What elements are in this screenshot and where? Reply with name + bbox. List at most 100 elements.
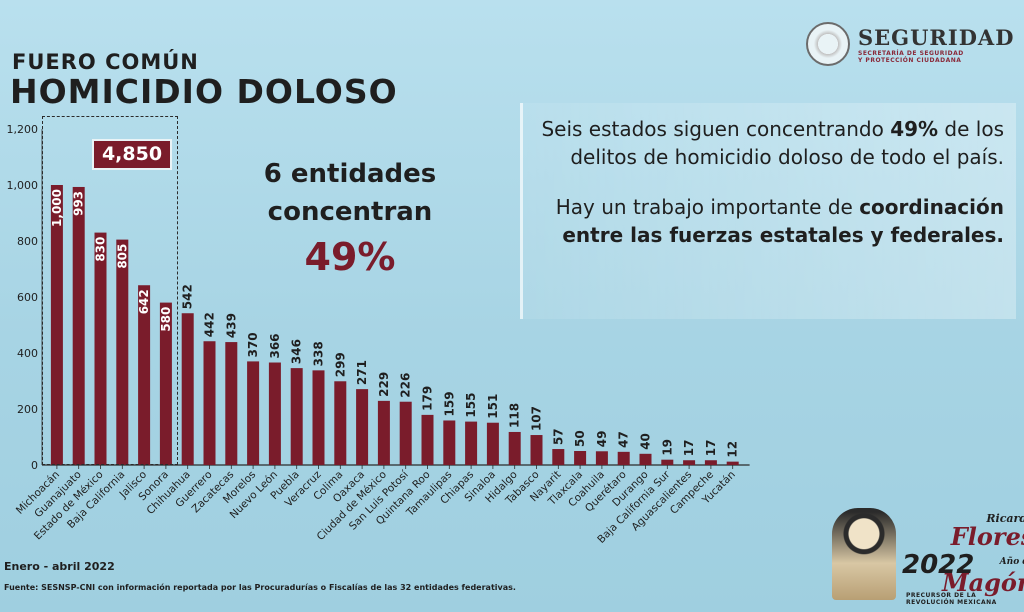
badge-name-first: Ricardo	[986, 512, 1024, 525]
highlight-dashed-box	[42, 116, 178, 465]
bar-value-label: 229	[377, 372, 391, 397]
bar	[726, 461, 739, 465]
bar-value-label: 542	[181, 284, 195, 309]
bar	[683, 460, 696, 465]
bar-value-label: 47	[617, 431, 631, 448]
bar-value-label: 179	[421, 386, 435, 411]
bar-value-label: 366	[268, 333, 282, 358]
bar-value-label: 57	[551, 428, 565, 445]
bar-value-label: 12	[726, 441, 740, 458]
info-paragraph-1: Seis estados siguen concentrando 49% de …	[523, 115, 1004, 171]
info-text-1c: de los delitos de homicidio doloso de to…	[570, 117, 1004, 169]
badge-name-middle: Flores	[950, 522, 1024, 551]
badge-name: Ricardo Flores Año de Magón	[942, 512, 1024, 597]
badge-year: 2022	[902, 550, 975, 580]
info-text-2a: Hay un trabajo importante de	[555, 195, 853, 219]
seguridad-logo: SEGURIDAD SECRETARÍA DE SEGURIDAD Y PROT…	[806, 22, 1014, 66]
y-tick-label: 1,000	[7, 179, 39, 192]
bar	[50, 185, 63, 465]
bar-value-label: 642	[137, 289, 151, 314]
bar-value-label: 19	[660, 439, 674, 456]
info-paragraph-2: Hay un trabajo importante de coordinació…	[523, 193, 1004, 249]
bar-value-label: 830	[94, 237, 108, 262]
y-tick-label: 200	[17, 403, 38, 416]
y-tick-label: 0	[31, 459, 38, 472]
bar-value-label: 338	[312, 341, 326, 366]
bar-value-label: 17	[704, 440, 718, 457]
info-text-2c: .	[996, 223, 1004, 247]
bar-value-label: 226	[399, 373, 413, 398]
bar	[508, 431, 521, 465]
bar	[334, 381, 347, 465]
y-tick-label: 800	[17, 235, 38, 248]
bar	[159, 302, 172, 465]
bar-value-label: 17	[682, 440, 696, 457]
bar-value-label: 370	[246, 332, 260, 357]
bar	[94, 232, 107, 465]
bar-value-label: 299	[333, 352, 347, 377]
bar	[595, 451, 608, 465]
bar	[639, 453, 652, 465]
bar-value-label: 40	[639, 433, 653, 450]
badge-name-last: Magón	[942, 568, 1024, 597]
bar-value-label: 1,000	[50, 189, 64, 227]
info-textbox: Seis estados siguen concentrando 49% de …	[520, 103, 1016, 319]
callout-percentage: 49%	[304, 235, 396, 279]
bar	[574, 451, 587, 465]
badge-year-prefix: Año de	[999, 557, 1024, 567]
bar	[486, 422, 499, 465]
y-tick-label: 1,200	[7, 123, 39, 136]
logo-subtitle-2: Y PROTECCIÓN CIUDADANA	[858, 56, 962, 64]
bar	[661, 459, 674, 465]
bar-value-label: 580	[159, 307, 173, 332]
bar-value-label: 151	[486, 394, 500, 419]
slide-title: HOMICIDIO DOLOSO	[10, 72, 398, 111]
bar	[704, 460, 717, 465]
bar	[617, 451, 630, 465]
bar-value-label: 159	[442, 391, 456, 416]
callout-line-2: concentran	[267, 197, 433, 227]
bar-value-label: 993	[72, 191, 86, 216]
badge-tagline: PRECURSOR DE LA REVOLUCIÓN MEXICANA	[906, 592, 997, 606]
y-tick-label: 600	[17, 291, 38, 304]
bar-value-label: 50	[573, 430, 587, 447]
source-note: Fuente: SESNSP-CNI con información repor…	[4, 583, 516, 592]
bar	[443, 420, 456, 465]
bar	[465, 421, 478, 465]
bar	[552, 449, 565, 465]
info-text-1a: Seis estados siguen concentrando	[541, 117, 884, 141]
bar	[356, 389, 369, 465]
bar	[399, 401, 412, 465]
bar	[116, 239, 129, 465]
bar	[247, 361, 260, 465]
bar	[138, 285, 151, 465]
bar	[290, 368, 303, 465]
logo-subtitle-1: SECRETARÍA DE SEGURIDAD	[858, 49, 964, 57]
bar	[225, 342, 238, 465]
bar-value-label: 118	[508, 403, 522, 428]
year-badge: 2022 Ricardo Flores Año de Magón PRECURS…	[832, 508, 1024, 606]
slide-subtitle: FUERO COMÚN	[12, 50, 199, 74]
bar-value-label: 346	[290, 339, 304, 364]
bar-value-label: 442	[203, 312, 217, 337]
logo-title: SEGURIDAD	[858, 24, 1015, 50]
y-tick-label: 400	[17, 347, 38, 360]
callout-line-1: 6 entidades	[263, 159, 437, 189]
callout: 6 entidades concentran 49%	[250, 155, 450, 283]
info-text-1b: 49%	[890, 117, 939, 141]
portrait-icon	[832, 508, 896, 600]
bar	[421, 414, 434, 465]
bar-value-label: 439	[224, 313, 238, 338]
bar	[530, 435, 543, 465]
bar-value-label: 155	[464, 393, 478, 418]
highlight-total-badge: 4,850	[92, 139, 172, 170]
coat-of-arms-icon	[806, 22, 850, 66]
bar	[72, 186, 85, 465]
info-text-2b: coordinación entre las fuerzas estatales…	[562, 195, 1004, 247]
bar-value-label: 49	[595, 431, 609, 448]
date-range: Enero - abril 2022	[4, 560, 115, 573]
bar-value-label: 107	[530, 406, 544, 431]
bar	[203, 341, 216, 465]
bar	[268, 362, 281, 465]
